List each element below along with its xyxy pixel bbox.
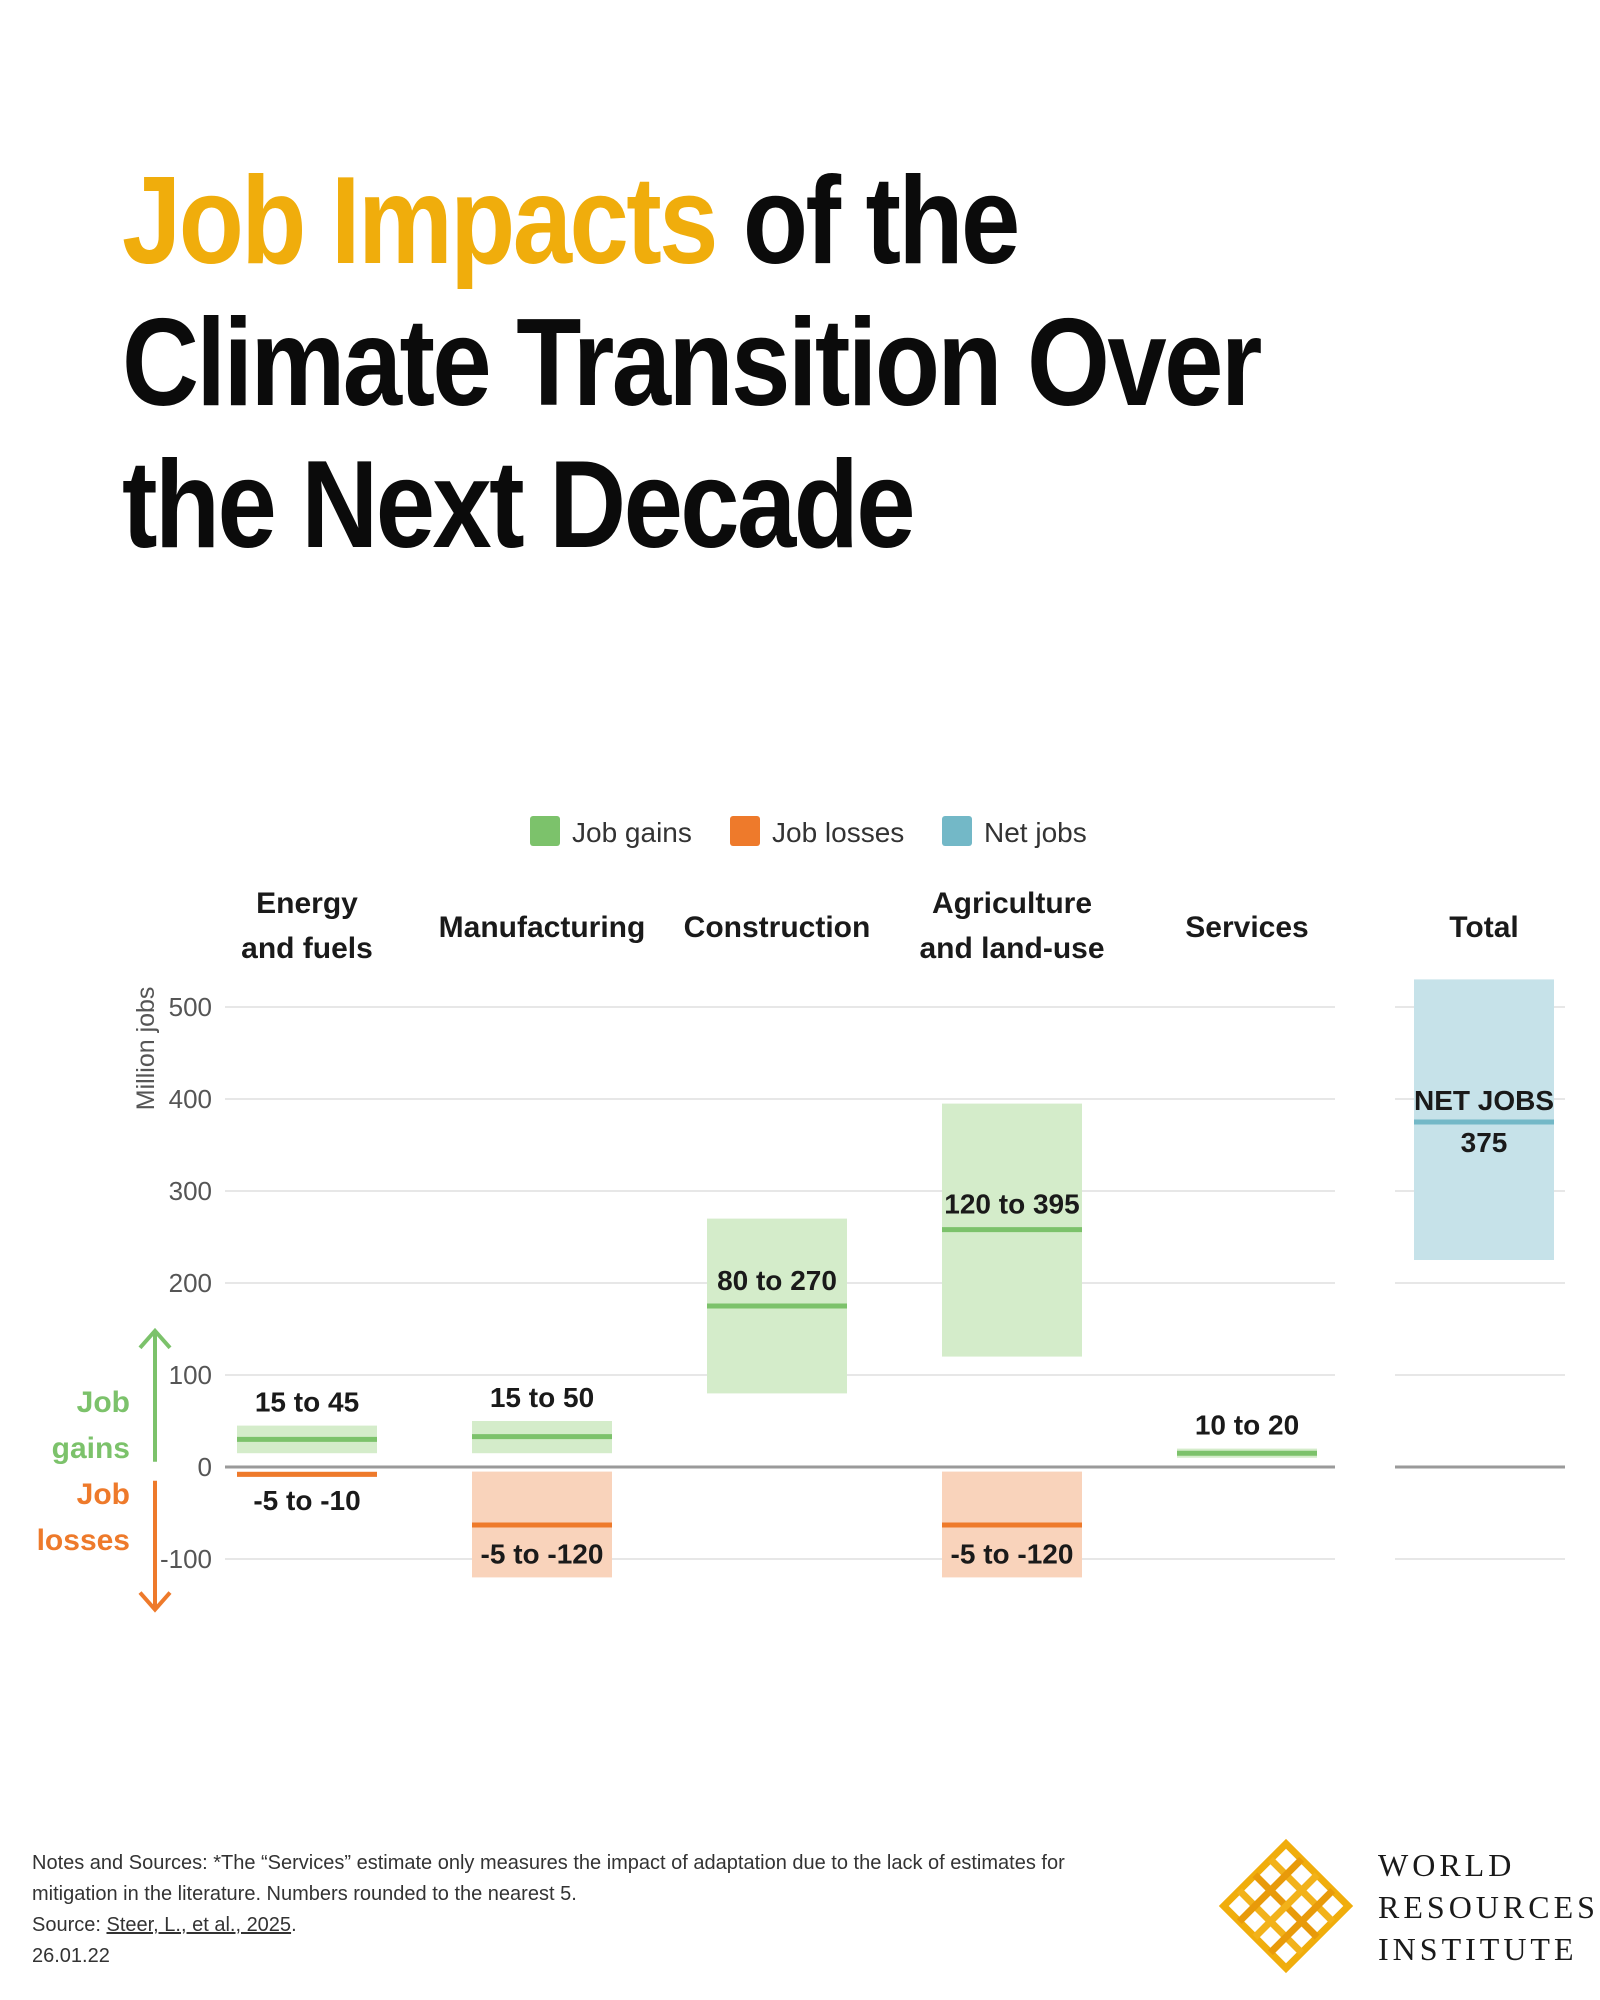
footnote-date: 26.01.22 bbox=[32, 1945, 110, 1967]
y-tick-label: 500 bbox=[169, 992, 212, 1022]
loss-label-0: -5 to -10 bbox=[253, 1485, 360, 1516]
title-highlight: Job Impacts bbox=[122, 152, 718, 290]
category-header: and land-use bbox=[919, 932, 1104, 965]
gain-label-3: 120 to 395 bbox=[944, 1189, 1079, 1220]
legend-swatch-loss bbox=[730, 816, 760, 846]
gains-arrow-head bbox=[138, 1327, 172, 1350]
footnote-source-prefix: Source: bbox=[32, 1914, 107, 1936]
gain-label-0: 15 to 45 bbox=[255, 1387, 359, 1418]
losses-side-label: losses bbox=[37, 1524, 130, 1557]
category-header: Energy bbox=[256, 887, 358, 920]
wri-wordmark: WORLD RESOURCES INSTITUTE bbox=[1378, 1844, 1599, 1970]
net-label-title: NET JOBS bbox=[1414, 1085, 1554, 1116]
y-tick-label: 200 bbox=[169, 1268, 212, 1298]
gain-label-2: 80 to 270 bbox=[717, 1265, 837, 1296]
net-label-value: 375 bbox=[1461, 1127, 1508, 1158]
footnote-source-suffix: . bbox=[291, 1914, 297, 1936]
logo-line-1: WORLD bbox=[1378, 1847, 1516, 1883]
gain-label-4: 10 to 20 bbox=[1195, 1410, 1299, 1441]
logo-line-2: RESOURCES bbox=[1378, 1889, 1599, 1925]
wri-knot-icon bbox=[1218, 1838, 1354, 1974]
legend-swatch-net bbox=[942, 816, 972, 846]
y-tick-label: -100 bbox=[160, 1544, 212, 1574]
category-header: and fuels bbox=[241, 932, 373, 965]
loss-label-1: -5 to -120 bbox=[481, 1538, 604, 1569]
chart-title: Job Impacts of the Climate Transition Ov… bbox=[122, 150, 1292, 576]
category-header: Manufacturing bbox=[439, 911, 646, 944]
logo-line-3: INSTITUTE bbox=[1378, 1931, 1578, 1967]
footnote-source: Source: Steer, L., et al., 2025. bbox=[32, 1910, 1112, 1941]
loss-label-3: -5 to -120 bbox=[951, 1538, 1074, 1569]
legend-label-loss: Job losses bbox=[772, 817, 904, 848]
footnote-notes: Notes and Sources: *The “Services” estim… bbox=[32, 1852, 1065, 1905]
legend-label-net: Net jobs bbox=[984, 817, 1087, 848]
category-header-total: Total bbox=[1449, 911, 1518, 944]
y-axis-label: Million jobs bbox=[132, 987, 160, 1111]
gains-side-label: gains bbox=[52, 1432, 130, 1465]
y-tick-label: 400 bbox=[169, 1084, 212, 1114]
gains-side-label: Job bbox=[77, 1386, 130, 1419]
footnote: Notes and Sources: *The “Services” estim… bbox=[32, 1848, 1112, 1972]
source-link[interactable]: Steer, L., et al., 2025 bbox=[106, 1914, 292, 1936]
legend-swatch-gain bbox=[530, 816, 560, 846]
legend-label-gain: Job gains bbox=[572, 817, 692, 848]
gain-label-1: 15 to 50 bbox=[490, 1382, 594, 1413]
category-header: Agriculture bbox=[932, 887, 1092, 920]
title-rest: of the Climate Transition Over the Next … bbox=[122, 152, 1262, 574]
y-tick-label: 0 bbox=[198, 1452, 212, 1482]
y-tick-label: 300 bbox=[169, 1176, 212, 1206]
losses-arrow-head bbox=[138, 1591, 172, 1613]
wri-logo: WORLD RESOURCES INSTITUTE bbox=[1216, 1836, 1596, 1976]
y-tick-label: 100 bbox=[169, 1360, 212, 1390]
losses-side-label: Job bbox=[77, 1478, 130, 1511]
category-header: Construction bbox=[684, 911, 871, 944]
category-header: Services bbox=[1185, 911, 1308, 944]
job-impacts-chart: -100 0 100 200 300 400 500 Million jobs Job gain… bbox=[37, 816, 1565, 1613]
